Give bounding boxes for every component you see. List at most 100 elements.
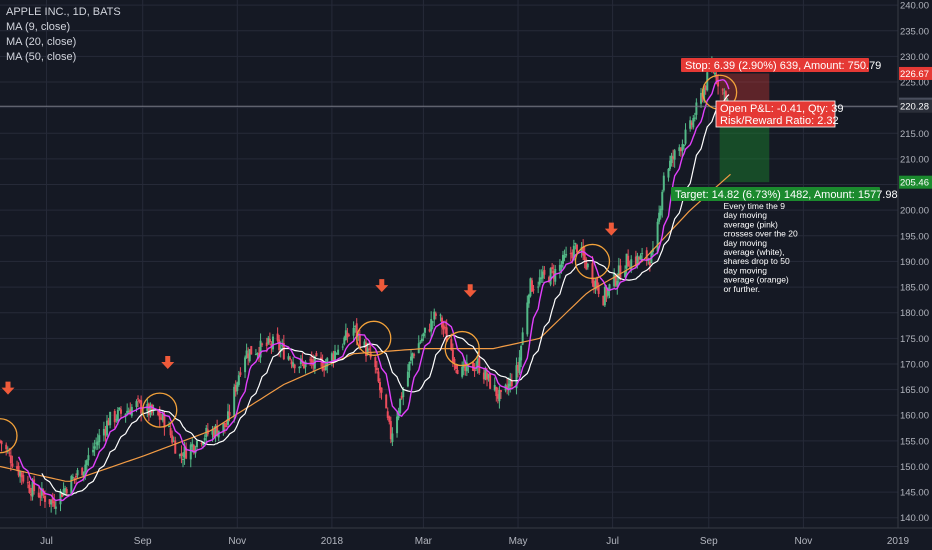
candle-body xyxy=(439,314,442,316)
candle-body xyxy=(304,361,307,368)
candle-body xyxy=(661,191,664,211)
candle-body xyxy=(422,333,425,337)
candle-body xyxy=(377,371,380,382)
annotation-line: Every time the 9 xyxy=(724,201,786,211)
candle-body xyxy=(560,264,563,268)
candle-body xyxy=(672,156,675,159)
candle-body xyxy=(149,405,152,415)
candle-body xyxy=(321,361,324,371)
candle-body xyxy=(278,339,281,351)
candle-body xyxy=(302,361,305,369)
candle-body xyxy=(276,333,279,341)
candle-body xyxy=(127,410,130,413)
candle-body xyxy=(180,453,183,456)
candle-body xyxy=(104,429,107,434)
ma20-legend-label[interactable]: MA (20, close) xyxy=(6,36,77,48)
candle-body xyxy=(520,345,523,361)
candle-body xyxy=(289,357,292,360)
candle-body xyxy=(583,252,586,261)
ma9-legend-label[interactable]: MA (9, close) xyxy=(6,21,71,33)
ma50-legend-label[interactable]: MA (50, close) xyxy=(6,51,77,63)
candle-body xyxy=(526,302,529,335)
time-tick-label: Nov xyxy=(794,536,812,547)
candle-body xyxy=(168,425,171,428)
candle-body xyxy=(236,382,239,391)
highlight-circle xyxy=(0,418,18,454)
candle-body xyxy=(203,438,206,441)
candle-body xyxy=(715,74,718,83)
candle-body xyxy=(366,348,369,355)
candle-body xyxy=(625,253,628,269)
candle-body xyxy=(244,357,247,373)
candle-body xyxy=(636,255,639,267)
candle-body xyxy=(42,491,45,496)
candle-body xyxy=(31,481,34,497)
candle-body xyxy=(572,245,575,261)
candle-body xyxy=(343,337,346,345)
price-tick-label: 160.00 xyxy=(900,411,929,422)
candle-body xyxy=(396,416,399,434)
candle-body xyxy=(713,72,716,75)
candle-body xyxy=(137,398,140,400)
candle-body xyxy=(281,344,284,347)
highlight-circle xyxy=(356,320,392,356)
time-tick-label: Sep xyxy=(134,536,152,547)
candle-body xyxy=(118,407,121,410)
candle-body xyxy=(593,281,596,288)
price-axis-bg xyxy=(898,0,932,528)
candle-body xyxy=(538,277,541,285)
stop-label: Stop: 6.39 (2.90%) 639, Amount: 750.79 xyxy=(681,58,881,72)
candle-body xyxy=(510,380,513,387)
time-tick-label: May xyxy=(509,536,528,547)
candle-body xyxy=(298,366,301,369)
candle-body xyxy=(391,433,394,442)
candle-body xyxy=(563,255,566,258)
candle-body xyxy=(39,495,42,498)
candle-body xyxy=(614,274,617,286)
candle-body xyxy=(54,506,57,509)
target-label-text: Target: 14.82 (6.73%) 1482, Amount: 1577… xyxy=(675,189,898,201)
candle-body xyxy=(96,441,99,446)
candle-body xyxy=(247,353,250,359)
candle-body xyxy=(358,334,361,347)
highlight-circle xyxy=(142,392,178,428)
candle-body xyxy=(648,261,651,266)
candle-body xyxy=(248,349,251,362)
candle-body xyxy=(119,409,122,414)
price-tick-label: 190.00 xyxy=(900,257,929,268)
candle-body xyxy=(9,455,12,464)
candle-body xyxy=(160,417,163,420)
candle-body xyxy=(484,369,487,380)
time-tick-label: 2019 xyxy=(887,536,910,547)
candle-body xyxy=(616,280,619,287)
candle-body xyxy=(515,365,518,389)
candle-body xyxy=(30,493,33,496)
candle-body xyxy=(450,339,453,351)
candle-body xyxy=(309,359,312,361)
symbol-title[interactable]: APPLE INC., 1D, BATS xyxy=(6,6,121,18)
target-label: Target: 14.82 (6.73%) 1482, Amount: 1577… xyxy=(671,187,898,201)
candle-body xyxy=(591,263,594,284)
candle-body xyxy=(171,435,174,443)
candle-body xyxy=(287,356,290,360)
candle-body xyxy=(334,351,337,361)
candle-body xyxy=(299,358,302,364)
candle-body xyxy=(518,357,521,373)
candle-body xyxy=(596,278,599,289)
candle-body xyxy=(347,334,350,336)
candle-body xyxy=(704,85,707,90)
candle-body xyxy=(250,346,253,355)
candle-body xyxy=(630,259,633,271)
candle-body xyxy=(385,394,388,409)
candle-body xyxy=(482,372,485,380)
candle-body xyxy=(619,265,622,279)
candle-body xyxy=(73,477,76,479)
candle-body xyxy=(386,411,389,418)
candle-body xyxy=(28,484,31,493)
candle-body xyxy=(290,361,293,365)
candle-body xyxy=(271,336,274,350)
candle-body xyxy=(417,343,420,354)
